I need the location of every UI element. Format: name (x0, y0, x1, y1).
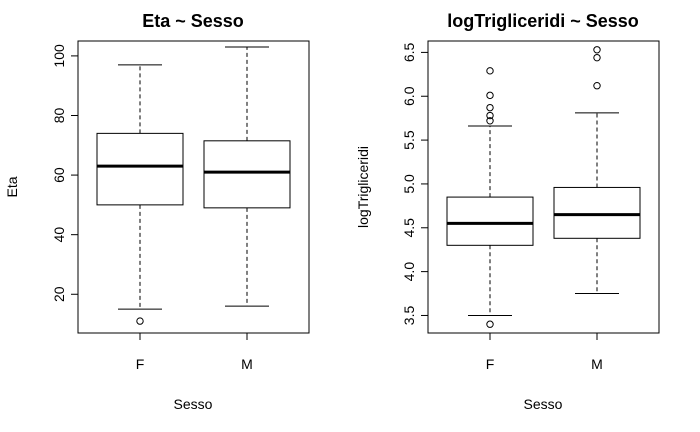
outlier-point (486, 103, 494, 112)
box-iqr (553, 186, 641, 239)
outlier-point (486, 67, 494, 75)
plot-marks: 20 40 60 80 100 F M (51, 44, 291, 372)
y-axis-label: logTrigliceridi (355, 146, 371, 228)
outlier-point (136, 317, 144, 325)
x-tick-label: F (486, 356, 495, 372)
outlier-point (486, 91, 494, 100)
panel-logtrigliceridi: logTrigliceridi ~ Sesso Sesso logTriglic… (355, 11, 660, 412)
x-axis-label: Sesso (174, 396, 213, 412)
y-tick-label: 4.0 (401, 262, 417, 282)
outlier-point (486, 111, 494, 120)
y-axis-label: Eta (4, 176, 20, 197)
y-tick-label: 6.0 (401, 86, 417, 106)
y-tick-label: 100 (51, 44, 67, 68)
y-tick-label: 6.5 (401, 42, 417, 62)
outlier-point (593, 53, 601, 62)
y-tick-label: 3.5 (401, 306, 417, 326)
x-tick-label: M (241, 356, 253, 372)
box-iqr (96, 132, 184, 206)
chart-title: Eta ~ Sesso (142, 11, 244, 31)
outlier-point (593, 46, 601, 54)
y-tick-label: 4.5 (401, 218, 417, 238)
box-iqr (446, 196, 534, 246)
x-tick-label: F (136, 356, 145, 372)
x-tick-label: M (591, 356, 603, 372)
box-iqr (203, 140, 291, 209)
outlier-point (593, 82, 601, 90)
x-axis-label: Sesso (524, 396, 563, 412)
y-tick-label: 5.5 (401, 130, 417, 150)
y-tick-label: 80 (51, 107, 67, 123)
panel-eta: Eta ~ Sesso Sesso Eta 20 40 60 80 100 F M (4, 11, 310, 412)
outlier-point (486, 320, 494, 328)
y-tick-label: 20 (51, 286, 67, 302)
plot-marks: 3.5 4.0 4.5 5.0 5.5 6.0 6.5 F M (401, 42, 641, 372)
outlier-point (486, 117, 494, 125)
chart-title: logTrigliceridi ~ Sesso (447, 11, 639, 31)
y-tick-label: 5.0 (401, 174, 417, 194)
y-tick-label: 40 (51, 227, 67, 243)
y-tick-label: 60 (51, 167, 67, 183)
